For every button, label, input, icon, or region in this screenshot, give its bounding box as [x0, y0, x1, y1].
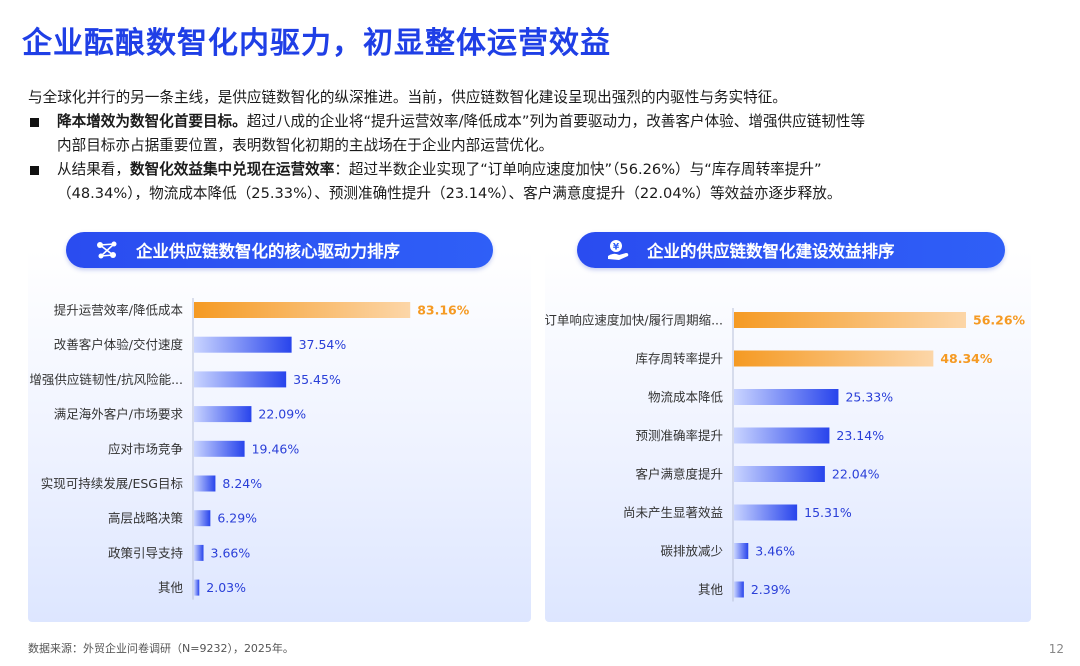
bar	[734, 350, 934, 367]
bar	[194, 371, 287, 388]
page-title: 企业酝酿数智化内驱力，初显整体运营效益	[22, 26, 611, 61]
bar	[194, 544, 204, 561]
bullet-text-cont: 内部目标亦占据重要位置，表明数智化初期的主战场在于企业内部运营优化。	[57, 137, 554, 154]
bullet-text: ：超过半数企业实现了“订单响应速度加快”（56.26%）与“库存周转率提升”	[334, 161, 822, 178]
bar	[734, 312, 966, 328]
bar	[194, 336, 292, 353]
value-label: 3.66%	[211, 545, 251, 560]
bullet-benefits: 从结果看，数智化效益集中兑现在运营效率：超过半数企业实现了“订单响应速度加快”（…	[28, 158, 1038, 206]
network-nodes-icon	[94, 237, 120, 263]
value-label: 37.54%	[299, 337, 347, 352]
money-hand-icon: ¥	[605, 237, 631, 263]
category-label: 其他	[158, 580, 184, 595]
value-label: 25.33%	[845, 390, 893, 405]
data-source-footnote: 数据来源：外贸企业问卷调研（N=9232），2025年。	[28, 642, 294, 655]
bar	[194, 510, 211, 527]
category-label: 高层战略决策	[108, 511, 184, 526]
value-label: 23.14%	[836, 428, 884, 443]
bar	[734, 543, 749, 559]
category-label: 改善客户体验/交付速度	[54, 337, 184, 352]
value-label: 35.45%	[293, 372, 341, 387]
value-label: 22.04%	[832, 467, 880, 482]
category-label: 实现可持续发展/ESG目标	[41, 476, 183, 491]
bullet-square-icon	[30, 166, 39, 175]
category-label: 满足海外客户/市场要求	[54, 407, 184, 422]
svg-text:¥: ¥	[613, 243, 620, 253]
left-chart-header: 企业供应链数智化的核心驱动力排序	[66, 232, 493, 268]
category-label: 碳排放减少	[660, 544, 723, 559]
category-label: 提升运营效率/降低成本	[54, 303, 184, 318]
category-label: 物流成本降低	[648, 390, 724, 405]
value-label: 2.39%	[751, 582, 791, 597]
benefits-bar-chart: 订单响应速度加快/履行周期缩... 56.26% 库存周转率提升 48.34% 物流成本…	[545, 308, 1026, 602]
category-label: 其他	[698, 582, 724, 597]
bar	[194, 475, 216, 492]
intro-line: 与全球化并行的另一条主线，是供应链数智化的纵深推进。当前，供应链数智化建设呈现出…	[28, 89, 787, 106]
value-label: 48.34%	[940, 351, 993, 366]
category-label: 预测准确率提升	[635, 428, 723, 443]
bullet-text: 超过八成的企业将“提升运营效率/降低成本”列为首要驱动力，改善客户体验、增强供应…	[246, 113, 866, 130]
bar	[194, 579, 200, 596]
bar	[734, 581, 744, 598]
right-chart-header: ¥ 企业的供应链数智化建设效益排序	[577, 232, 1005, 268]
page-number: 12	[1048, 642, 1064, 656]
bar	[734, 427, 830, 444]
bullet-drivers: 降本增效为数智化首要目标。超过八成的企业将“提升运营效率/降低成本”列为首要驱动…	[28, 110, 1038, 158]
bar	[734, 504, 798, 521]
category-label: 应对市场竞争	[108, 441, 183, 456]
category-label: 订单响应速度加快/履行周期缩...	[545, 313, 723, 328]
bullet-square-icon	[30, 118, 39, 127]
bar	[734, 466, 825, 482]
right-chart-title: 企业的供应链数智化建设效益排序	[647, 242, 895, 261]
bullet-text-cont: （48.34%），物流成本降低（25.33%）、预测准确性提升（23.14%）、…	[57, 185, 842, 202]
bar	[194, 406, 252, 423]
category-label: 政策引导支持	[108, 545, 183, 560]
intro-text: 与全球化并行的另一条主线，是供应链数智化的纵深推进。当前，供应链数智化建设呈现出…	[28, 86, 1038, 206]
value-label: 2.03%	[206, 580, 246, 595]
drivers-bar-chart: 提升运营效率/降低成本 83.16% 改善客户体验/交付速度 37.54% 增强供应链韧…	[29, 298, 470, 600]
bar	[734, 389, 839, 405]
value-label: 19.46%	[252, 441, 300, 456]
value-label: 15.31%	[804, 505, 852, 520]
value-label: 22.09%	[258, 407, 306, 422]
left-chart-title: 企业供应链数智化的核心驱动力排序	[136, 242, 400, 261]
category-label: 尚未产生显著效益	[623, 505, 723, 520]
category-label: 库存周转率提升	[635, 351, 723, 366]
value-label: 6.29%	[217, 511, 257, 526]
bullet-bold: 降本增效为数智化首要目标。	[57, 113, 247, 130]
bar	[194, 302, 411, 318]
bullet-bold: 数智化效益集中兑现在运营效率	[129, 161, 335, 178]
category-label: 客户满意度提升	[635, 467, 723, 482]
value-label: 8.24%	[222, 476, 262, 491]
bullet-pre: 从结果看，	[57, 161, 130, 178]
category-label: 增强供应链韧性/抗风险能...	[29, 372, 183, 387]
value-label: 56.26%	[973, 313, 1026, 328]
value-label: 3.46%	[755, 544, 795, 559]
value-label: 83.16%	[417, 303, 470, 318]
bar	[194, 440, 245, 457]
